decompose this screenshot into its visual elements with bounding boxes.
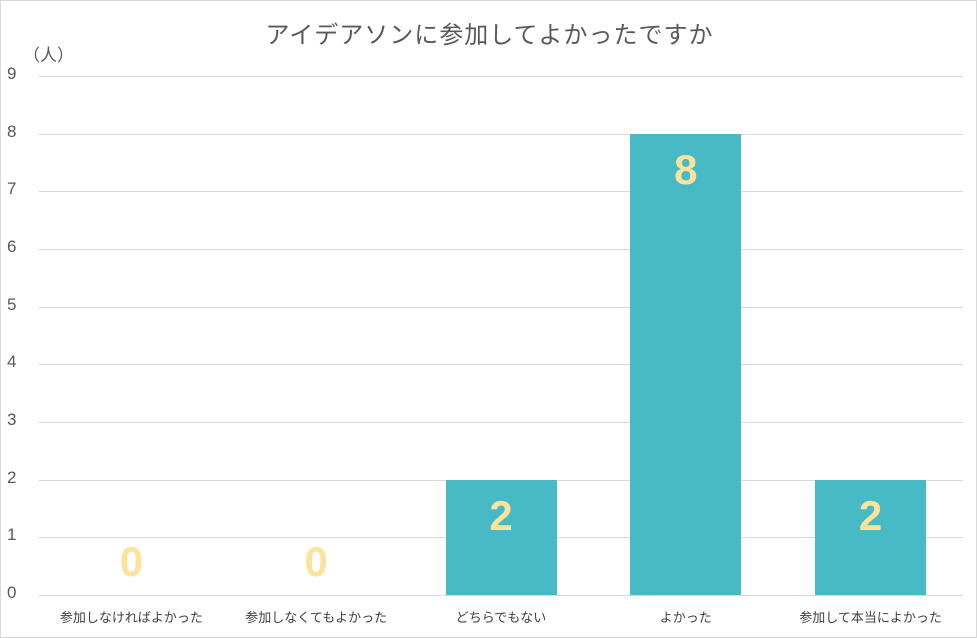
x-category-label: 参加して本当によかった [799, 611, 942, 626]
gridline [39, 76, 963, 77]
x-category-label: 参加しなければよかった [59, 611, 203, 626]
x-category-label: どちらでもない [455, 611, 547, 626]
x-category-label: よかった [659, 611, 712, 626]
y-tick-label: 8 [7, 121, 17, 141]
y-tick-label: 0 [7, 583, 17, 602]
bar[interactable] [815, 479, 927, 595]
data-label: 0 [119, 538, 144, 585]
data-label: 2 [858, 491, 883, 539]
data-label: 2 [489, 491, 513, 539]
gridline [39, 306, 963, 308]
y-axis-unit-label: （人） [23, 46, 74, 66]
y-tick-label: 1 [7, 525, 17, 545]
y-tick-label: 2 [7, 467, 17, 487]
y-tick-label: 6 [7, 237, 17, 256]
data-label: 0 [304, 538, 328, 585]
y-tick-label: 9 [7, 64, 17, 83]
y-tick-label: 7 [7, 179, 17, 199]
chart-title: アイデアソンに参加してよかったですか [265, 21, 714, 49]
gridline [39, 364, 963, 366]
y-tick-label: 5 [7, 294, 17, 314]
bar[interactable] [445, 479, 557, 595]
gridline [39, 133, 963, 135]
y-tick-label: 4 [7, 352, 17, 372]
gridline [39, 249, 963, 250]
gridline [39, 422, 963, 423]
gridline [39, 595, 963, 596]
y-tick-label: 3 [7, 410, 17, 429]
data-label: 8 [674, 145, 698, 193]
gridline [39, 191, 963, 193]
x-category-label: 参加しなくてもよかった [245, 611, 388, 626]
bar[interactable] [630, 133, 742, 595]
